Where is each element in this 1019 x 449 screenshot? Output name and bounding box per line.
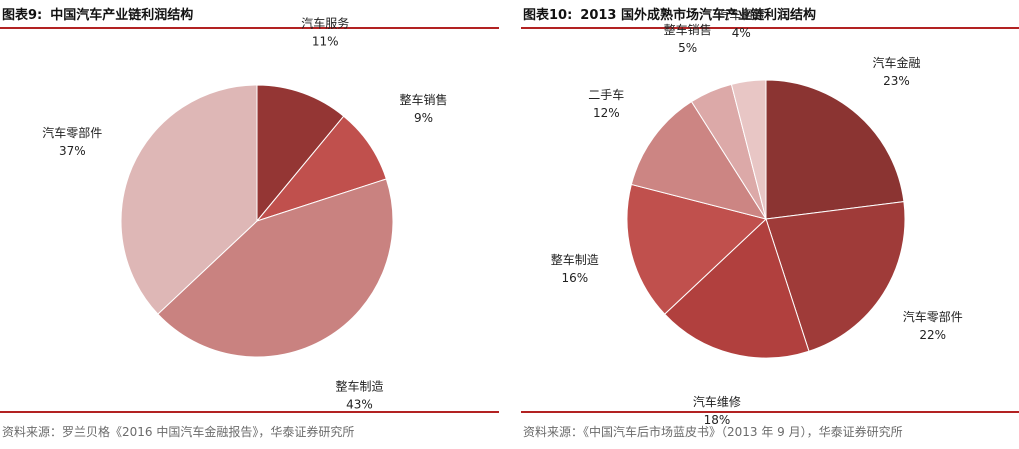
slice-label: 整车制造 43% [335,378,383,411]
slice-value-label: 22% [919,328,946,342]
slice-value-label: 11% [312,35,339,49]
bottom-rule [521,411,1019,413]
bottom-rule [0,411,499,413]
slice-label: 整车销售 9% [399,92,447,125]
slice-value-label: 43% [346,397,373,411]
top-rule [0,27,499,29]
pie-slice [157,178,394,358]
slice-label: 整车销售 5% [664,22,712,55]
slice-category-label: 整车制造 [335,378,383,393]
pie-slice [256,84,345,223]
slice-label: 整车制造 16% [551,252,599,285]
slice-label: 汽车金融 23% [872,55,920,88]
chart-title: 图表10: 2013 国外成熟市场汽车产业链利润结构 [523,4,816,23]
slice-category-label: 汽车零部件 [42,125,102,140]
slice-value-label: 37% [59,144,86,158]
pie-chart: 汽车金融 23% 汽车零部件 22% 汽车维修 18% 整车制造 16% 二手车 12% 整车销售 5… [551,7,963,427]
slice-label: 汽车零部件 22% [903,309,963,342]
chart-title-text: 中国汽车产业链利润结构 [50,8,194,23]
slice-category-label: 整车销售 [664,22,712,37]
slice-value-label: 18% [704,413,731,427]
chart-title: 图表9: 中国汽车产业链利润结构 [2,4,193,23]
slice-value-label: 5% [678,41,697,55]
source-note: 资料来源：《中国汽车后市场蓝皮书》（2013 年 9 月），华泰证券研究所 [523,425,903,439]
pie-slice [765,79,905,220]
pie-slice [120,84,258,315]
slice-category-label: 二手车 [588,87,624,102]
top-rule [521,27,1019,29]
source-note: 资料来源：罗兰贝格《2016 中国汽车金融报告》，华泰证券研究所 [2,425,355,439]
slice-label: 汽车维修 18% [693,394,741,427]
slice-label: 汽车零部件 37% [42,125,102,158]
slice-category-label: 整车制造 [551,252,599,267]
chart-panel-left: 图表9: 中国汽车产业链利润结构 汽车服务 11% 整车销售 9% 整车制造 43% 汽车零部… [0,0,499,449]
slice-value-label: 12% [593,106,620,120]
slice-label: 汽车租赁 4% [717,7,765,40]
slice-value-label: 4% [732,26,751,40]
pie-chart: 汽车服务 11% 整车销售 9% 整车制造 43% 汽车零部件 37% [42,16,447,412]
pie-slice [663,218,810,359]
slice-value-label: 23% [883,74,910,88]
chart-panel-right: 图表10: 2013 国外成熟市场汽车产业链利润结构 汽车金融 23% 汽车零部件 22… [521,0,1019,449]
slice-label: 汽车服务 11% [301,16,349,49]
slice-category-label: 汽车零部件 [903,309,963,324]
pie-slice [626,183,768,315]
slice-category-label: 汽车维修 [693,394,741,409]
pie-slice [765,201,906,352]
slice-category-label: 汽车服务 [301,16,349,31]
figure-number: 图表10: [523,8,573,23]
figure-number: 图表9: [2,8,43,23]
slice-category-label: 汽车金融 [872,55,920,70]
slice-value-label: 9% [414,111,433,125]
pie-slice [730,79,767,220]
chart-title-text: 2013 国外成熟市场汽车产业链利润结构 [580,8,817,23]
slice-value-label: 16% [561,271,588,285]
slice-category-label: 整车销售 [399,92,447,107]
slice-category-label: 汽车租赁 [717,7,765,22]
slice-label: 二手车 12% [588,87,624,120]
pie-slice [630,100,768,220]
